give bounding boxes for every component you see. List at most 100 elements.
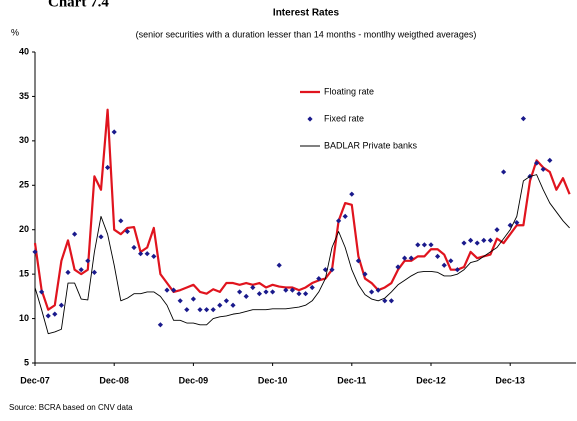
legend-marker — [307, 116, 313, 122]
fixed-rate-point — [72, 231, 78, 237]
fixed-rate-point — [210, 307, 216, 313]
fixed-rate-point — [441, 262, 447, 268]
fixed-rate-point — [164, 287, 170, 293]
y-tick-label: 30 — [19, 135, 29, 145]
fixed-rate-point — [355, 258, 361, 264]
fixed-rate-point — [382, 298, 388, 304]
fixed-rate-point — [395, 264, 401, 270]
y-tick-label: 10 — [19, 313, 29, 323]
legend-label: Floating rate — [324, 86, 374, 96]
y-tick-label: 40 — [19, 46, 29, 56]
fixed-rate-point — [336, 218, 342, 224]
fixed-rate-point — [230, 302, 236, 308]
fixed-rate-point — [217, 302, 223, 308]
x-tick-label: Dec-08 — [99, 375, 129, 385]
fixed-rate-point — [250, 284, 256, 291]
fixed-rate-point — [131, 244, 137, 251]
fixed-rate-point — [481, 237, 487, 243]
fixed-rate-point — [461, 240, 467, 246]
fixed-rate-point — [487, 237, 493, 243]
fixed-rate-point — [283, 287, 289, 293]
y-tick-label: 15 — [19, 269, 29, 279]
fixed-rate-point — [78, 267, 84, 273]
fixed-rate-point — [415, 242, 421, 248]
fixed-rate-point — [316, 275, 322, 282]
fixed-rate-point — [388, 298, 394, 304]
fixed-rate-point — [369, 289, 375, 295]
fixed-rate-point — [204, 307, 210, 313]
fixed-rate-point — [276, 262, 282, 268]
chart-label: Chart 7.4 — [48, 0, 109, 10]
fixed-rate-point — [289, 287, 295, 293]
y-tick-label: 25 — [19, 180, 29, 190]
fixed-rate-point — [243, 293, 249, 299]
fixed-rate-point — [124, 228, 130, 235]
fixed-rate-point — [65, 269, 71, 275]
fixed-rate-point — [428, 242, 434, 248]
fixed-rate-point — [190, 296, 196, 302]
x-tick-label: Dec-07 — [20, 375, 50, 385]
fixed-rate-point — [540, 166, 546, 172]
fixed-rate-point — [256, 291, 262, 297]
fixed-rate-point — [468, 237, 474, 243]
fixed-rate-point — [342, 213, 348, 219]
fixed-rate-point — [520, 116, 526, 122]
series-line — [34, 174, 570, 335]
fixed-rate-point — [39, 289, 45, 295]
fixed-rate-point — [45, 313, 51, 319]
fixed-rate-point — [138, 251, 144, 257]
fixed-rate-point — [111, 129, 117, 135]
fixed-rate-point — [448, 258, 454, 264]
fixed-rate-point — [91, 269, 97, 275]
fixed-rate-point — [32, 249, 38, 255]
fixed-rate-point — [309, 284, 315, 291]
fixed-rate-point — [375, 287, 381, 293]
chart-subtitle: (senior securities with a duration lesse… — [136, 29, 477, 39]
fixed-rate-point — [223, 298, 229, 304]
source: Source: BCRA based on CNV data — [9, 403, 133, 412]
fixed-rate-point — [421, 242, 427, 248]
fixed-rate-point — [151, 253, 157, 259]
fixed-rate-point — [408, 255, 414, 261]
fixed-rate-point — [322, 267, 328, 273]
fixed-rate-point — [402, 255, 408, 261]
fixed-rate-point — [296, 291, 302, 297]
fixed-rate-point — [197, 307, 203, 313]
fixed-rate-point — [237, 289, 243, 295]
fixed-rate-point — [270, 289, 276, 295]
fixed-rate-point — [263, 289, 269, 295]
fixed-rate-point — [547, 157, 553, 164]
fixed-rate-point — [534, 160, 540, 166]
x-tick-label: Dec-12 — [416, 375, 446, 385]
fixed-rate-point — [144, 251, 150, 257]
fixed-rate-point — [177, 298, 183, 304]
fixed-rate-point — [435, 253, 441, 259]
chart-title: Interest Rates — [273, 8, 340, 19]
legend-label: BADLAR Private banks — [324, 140, 418, 150]
fixed-rate-point — [514, 220, 520, 226]
fixed-rate-point — [474, 240, 480, 246]
fixed-rate-point — [501, 169, 507, 175]
fixed-rate-point — [184, 307, 190, 313]
fixed-rate-point — [454, 267, 460, 273]
y-tick-label: 20 — [19, 224, 29, 234]
x-tick-label: Dec-13 — [495, 375, 525, 385]
fixed-rate-point — [494, 227, 500, 233]
y-tick-label: 5 — [24, 357, 29, 367]
fixed-rate-point — [349, 191, 355, 197]
fixed-rate-point — [157, 322, 163, 328]
fixed-rate-point — [362, 271, 368, 277]
fixed-rate-point — [98, 234, 104, 240]
fixed-rate-point — [303, 291, 309, 297]
x-tick-label: Dec-10 — [258, 375, 288, 385]
fixed-rate-point — [85, 258, 91, 264]
fixed-rate-point — [171, 287, 177, 293]
y-axis-label: % — [11, 27, 19, 37]
x-tick-label: Dec-11 — [337, 375, 366, 385]
legend-label: Fixed rate — [324, 113, 364, 123]
series-line — [33, 108, 571, 311]
fixed-rate-point — [58, 302, 64, 308]
x-tick-label: Dec-09 — [179, 375, 209, 385]
fixed-rate-point — [52, 311, 58, 317]
